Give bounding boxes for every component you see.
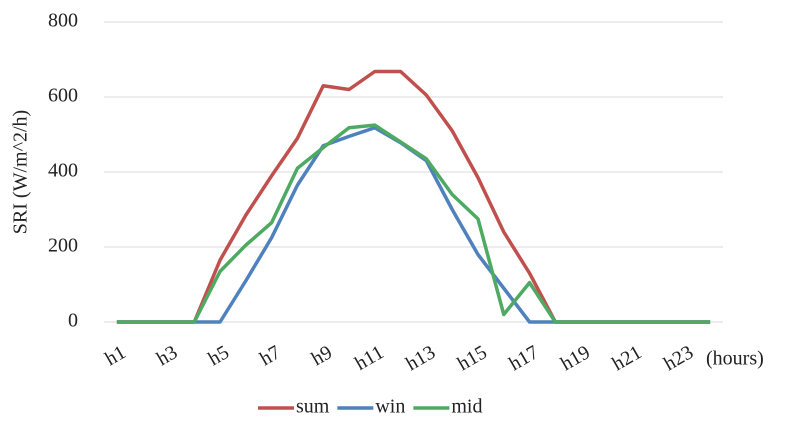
series-line	[116, 69, 711, 324]
y-tick-label: 400	[48, 160, 78, 182]
x-tick-label: h3	[153, 341, 181, 370]
legend-label: mid	[451, 396, 482, 418]
x-tick-label: h21	[609, 341, 646, 375]
series-line	[116, 123, 711, 324]
y-tick-label: 800	[48, 10, 78, 32]
x-tick-label: h13	[402, 341, 439, 375]
x-axis-label: (hours)	[706, 348, 764, 370]
x-tick-label: h7	[256, 341, 284, 370]
y-tick-label: 600	[48, 85, 78, 107]
legend-label: win	[375, 396, 405, 418]
y-tick-label: 200	[48, 235, 78, 257]
x-tick-label: h23	[660, 341, 697, 375]
x-tick-label: h9	[308, 341, 336, 370]
x-tick-label: h5	[205, 341, 233, 370]
y-axis-label: SRI (W/m^2/h)	[10, 110, 32, 234]
legend-label: sum	[296, 396, 330, 418]
y-tick-label: 0	[68, 310, 78, 332]
x-tick-label: h19	[557, 341, 594, 375]
x-tick-label: h1	[101, 341, 129, 370]
x-tick-label: h15	[454, 341, 491, 375]
x-tick-label: h17	[505, 341, 542, 375]
x-tick-label: h11	[351, 341, 387, 375]
